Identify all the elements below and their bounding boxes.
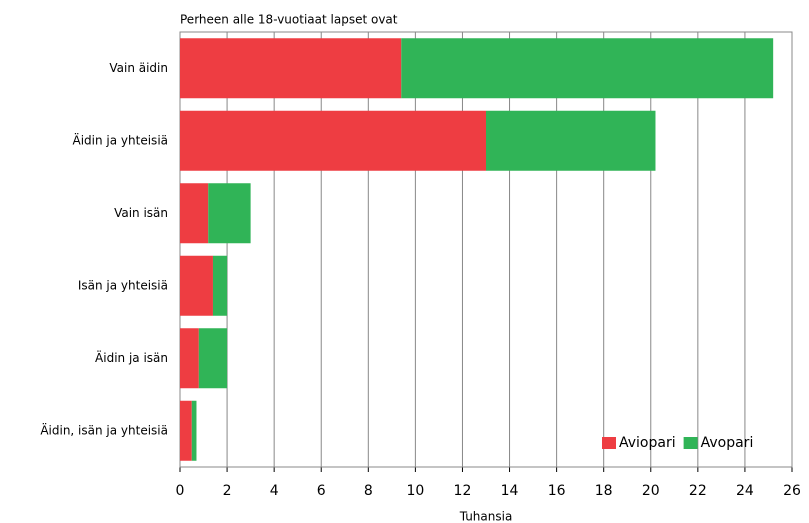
x-tick-label: 16 <box>548 483 566 499</box>
x-tick-label: 14 <box>501 483 519 499</box>
x-tick-label: 22 <box>689 483 707 499</box>
x-tick-label: 20 <box>642 483 660 499</box>
bar-segment <box>208 183 251 244</box>
chart-subtitle: Perheen alle 18-vuotiaat lapset ovat <box>180 13 398 27</box>
x-tick-label: 4 <box>270 483 279 499</box>
y-tick-label: Äidin ja yhteisiä <box>73 132 168 147</box>
bar-segment <box>180 38 402 99</box>
bar-segment <box>180 255 213 316</box>
plot-frame <box>179 31 793 468</box>
bar-segment <box>198 328 228 389</box>
legend-label: Aviopari <box>619 435 676 451</box>
x-tick-label: 8 <box>364 483 373 499</box>
bar-segment <box>180 183 209 244</box>
bar-segment <box>191 400 197 461</box>
y-tick-label: Äidin ja isän <box>95 350 168 365</box>
bar-segment <box>401 38 774 99</box>
x-axis-label: Tuhansia <box>459 510 513 523</box>
y-tick-label: Vain isän <box>114 206 168 220</box>
bar-segment <box>180 400 192 461</box>
bar-segment <box>180 328 199 389</box>
y-tick-label: Vain äidin <box>109 61 168 75</box>
legend-swatch <box>683 437 698 449</box>
bar-segment <box>212 255 228 316</box>
x-tick-label: 24 <box>736 483 754 499</box>
legend-swatch <box>602 437 616 449</box>
x-tick-label: 0 <box>176 483 185 499</box>
y-tick-label: Äidin, isän ja yhteisiä <box>40 422 168 437</box>
bar-segment <box>486 110 656 171</box>
bar-segment <box>180 110 486 171</box>
x-tick-label: 2 <box>223 483 232 499</box>
x-tick-label: 10 <box>406 483 424 499</box>
x-tick-label: 26 <box>783 483 801 499</box>
x-tick-label: 6 <box>317 483 326 499</box>
legend-label: Avopari <box>701 435 754 451</box>
x-tick-label: 18 <box>595 483 613 499</box>
y-tick-label: Isän ja yhteisiä <box>78 278 168 292</box>
x-tick-label: 12 <box>454 483 472 499</box>
